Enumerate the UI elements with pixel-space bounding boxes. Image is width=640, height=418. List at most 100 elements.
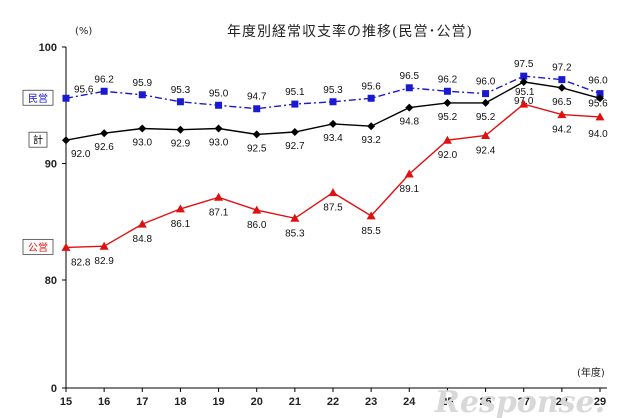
data-point-marker (366, 211, 376, 220)
data-label: 82.8 (71, 257, 91, 268)
x-tick-label: 24 (403, 396, 416, 408)
data-label: 95.0 (209, 88, 229, 99)
series-layer: 95.696.2 95.995.3 95.0 94.7 95.1 95.3 95.696.5… (61, 59, 608, 268)
data-point-marker (595, 112, 605, 121)
data-label: 92.5 (247, 143, 267, 154)
data-point-marker (291, 100, 299, 108)
data-label: 84.8 (133, 234, 153, 245)
data-point-marker (557, 83, 566, 92)
data-label: 96.2 (94, 74, 114, 85)
data-label: 94.0 (588, 129, 608, 140)
data-point-marker (367, 94, 375, 102)
data-point-marker (176, 98, 184, 106)
data-point-marker (252, 130, 261, 139)
legend-label: 公営 (28, 241, 48, 254)
data-point-marker (442, 135, 452, 144)
data-label: 93.4 (323, 133, 343, 144)
data-label: 95.6 (74, 84, 94, 95)
data-label: 86.0 (247, 220, 267, 231)
series-line-民営 (65, 75, 601, 110)
data-label: 86.1 (171, 219, 191, 230)
data-label: 87.1 (209, 207, 229, 218)
x-tick-label: 15 (60, 396, 72, 408)
x-axis-unit: (年度) (577, 366, 605, 379)
x-tick-label: 28 (556, 396, 568, 408)
data-label: 95.1 (515, 87, 535, 98)
data-label: 94.7 (247, 92, 267, 103)
y-tick-label: 0 (51, 383, 57, 395)
data-point-marker (404, 169, 414, 178)
data-point-marker (138, 91, 146, 99)
x-tick-label: 26 (479, 396, 491, 408)
data-point-marker (367, 122, 376, 131)
data-label: 92.9 (171, 139, 191, 150)
data-label: 94.8 (400, 117, 420, 128)
data-point-marker (596, 94, 604, 103)
data-label: 92.6 (94, 142, 114, 153)
data-point-marker (520, 72, 528, 80)
data-label: 82.9 (94, 256, 114, 267)
chart-title: 年度別経常収支率の推移(民営･公営) (227, 23, 473, 40)
data-point-marker (443, 98, 452, 107)
data-label: 95.6 (361, 81, 381, 92)
legend-box-民営 (22, 89, 54, 106)
y-tick-label: 80 (45, 275, 57, 287)
data-label: 97.5 (514, 59, 534, 70)
legend-box-公営 (22, 238, 54, 255)
data-point-marker (253, 105, 261, 113)
data-label: 92.7 (285, 141, 305, 152)
y-tick-label: 90 (45, 159, 57, 171)
x-tick-label: 20 (251, 396, 263, 408)
data-point-marker (176, 125, 185, 134)
data-label: 96.0 (588, 76, 608, 87)
data-point-marker (557, 110, 567, 119)
data-point-marker (481, 98, 490, 107)
x-tick-label: 17 (136, 396, 148, 408)
data-point-marker (405, 84, 413, 92)
data-point-marker (405, 103, 414, 112)
data-point-marker (519, 77, 528, 86)
data-label: 93.0 (209, 138, 229, 149)
x-tick-label: 19 (212, 396, 224, 408)
data-label: 95.2 (476, 112, 496, 123)
legend-box-計 (28, 131, 48, 148)
data-label: 95.3 (171, 85, 191, 96)
data-label: 95.1 (285, 87, 305, 98)
data-point-marker (62, 94, 70, 102)
y-axis-unit: (%) (75, 26, 92, 37)
data-label: 85.5 (361, 226, 381, 237)
data-label: 96.0 (476, 77, 496, 88)
data-point-marker (214, 192, 224, 201)
data-label: 95.6 (588, 98, 608, 109)
data-label: 89.1 (400, 184, 420, 195)
data-label: 96.5 (400, 71, 420, 82)
legend-label: 民営 (28, 92, 48, 105)
y-ticks: 0 80 90 100 (39, 42, 66, 395)
x-tick-label: 29 (594, 396, 606, 408)
data-point-marker (215, 101, 223, 109)
data-label: 95.3 (323, 85, 343, 96)
x-tick-label: 18 (174, 396, 186, 408)
data-point-marker (329, 119, 337, 128)
data-label: 95.2 (438, 112, 458, 123)
x-tick-label: 25 (441, 396, 453, 408)
data-label: 97.2 (552, 63, 572, 74)
data-point-marker (290, 213, 300, 222)
x-ticks: 15 16 17 18 19 20 21 22 23 24 25 26 27 28 29 (60, 388, 606, 408)
x-tick-label: 16 (98, 396, 110, 408)
legend-label: 計 (33, 134, 43, 147)
data-label: 93.0 (133, 138, 153, 149)
data-label: 94.2 (552, 125, 572, 136)
data-point-marker (481, 131, 491, 140)
data-point-marker (61, 242, 71, 251)
y-tick-label: 100 (39, 42, 57, 54)
data-label: 92.0 (71, 149, 91, 160)
x-tick-label: 21 (289, 396, 301, 408)
data-point-marker (175, 204, 185, 213)
data-point-marker (137, 219, 147, 228)
data-label: 96.2 (438, 74, 458, 85)
data-point-marker (214, 124, 223, 133)
data-point-marker (100, 129, 109, 138)
